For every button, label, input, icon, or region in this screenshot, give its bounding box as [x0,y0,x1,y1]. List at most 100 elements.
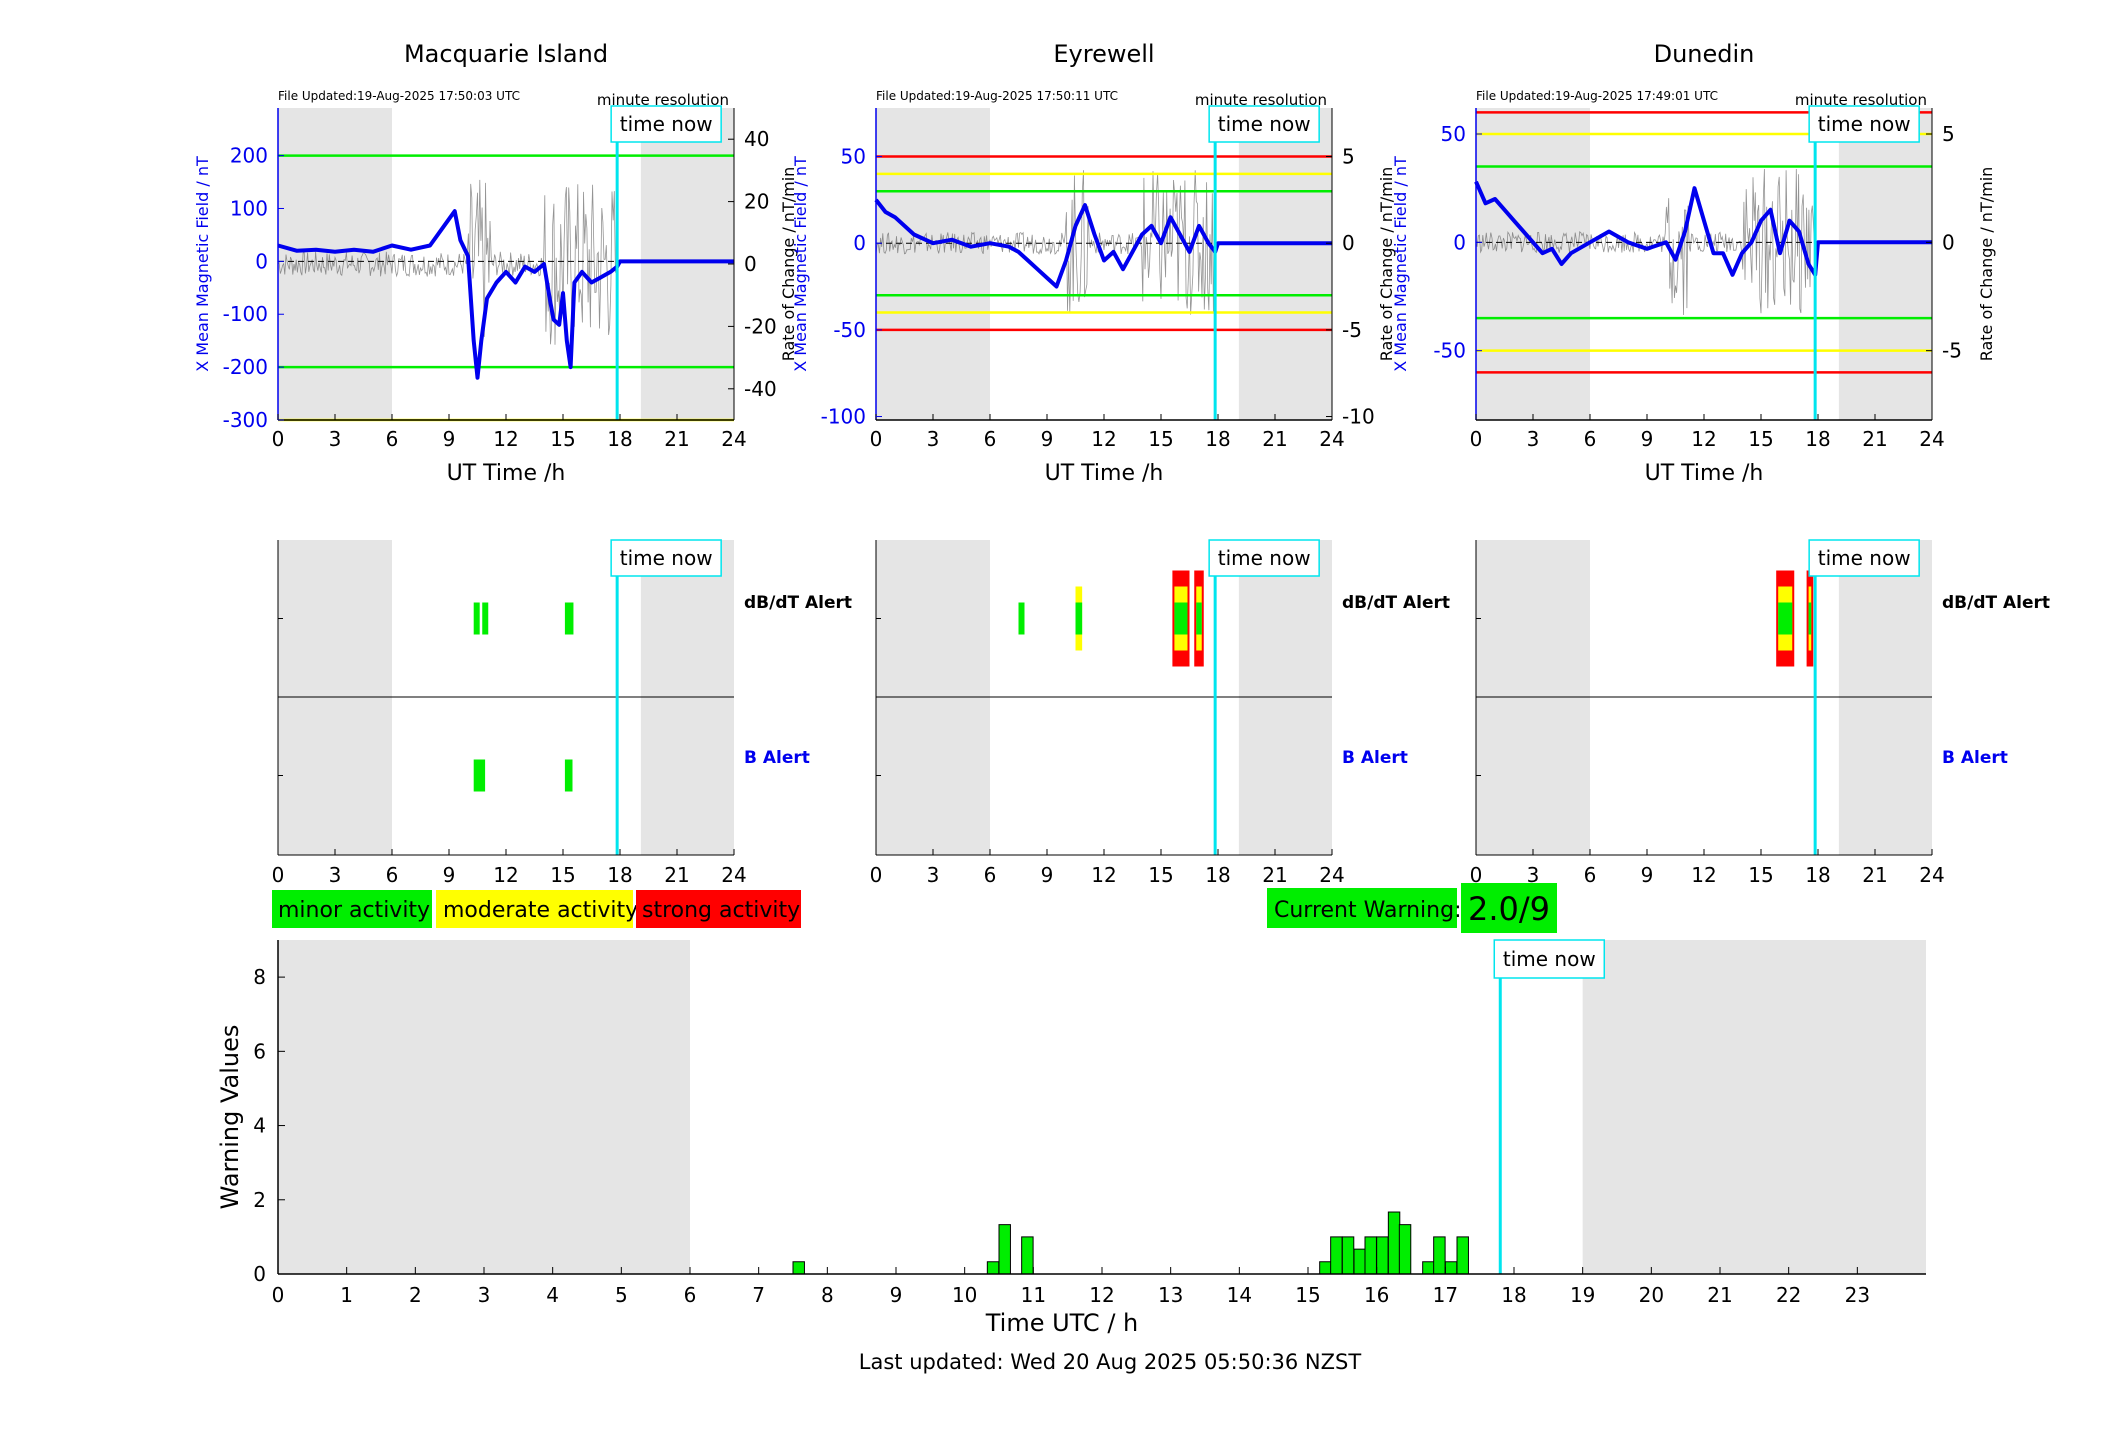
x-tick-label: 6 [386,427,399,451]
x-tick-label: 11 [1021,1283,1046,1307]
x-tick-label: 9 [1041,863,1054,887]
x-tick-label: 0 [870,427,883,451]
warning-bar [792,1261,805,1275]
warning-bar [1444,1261,1458,1275]
x-tick-label: 0 [1470,427,1483,451]
station-alert-panels: time now 0 3 6 9 12 15 18 21 24 dB/dT Alert B Alert… [272,539,2050,887]
dbdt-alert-block [1808,602,1812,635]
y-tick-label: 0 [253,1262,266,1286]
warning-bar [1433,1236,1446,1275]
night-shade [1238,108,1332,420]
x-tick-label: 15 [1148,427,1173,451]
y-tick-label-left: 50 [841,145,866,169]
x-tick-label: 15 [1148,863,1173,887]
x-tick-label: 3 [1527,863,1540,887]
last-updated: Last updated: Wed 20 Aug 2025 05:50:36 N… [859,1350,1362,1374]
y-tick-label: 4 [253,1114,266,1138]
warning-bar [1456,1236,1469,1275]
x-axis-label: UT Time /h [1645,461,1764,486]
current-warning: Current Warning: 2.0/9 [1267,883,1557,933]
time-now-label: time now [1218,546,1311,570]
x-tick-label: 0 [272,863,285,887]
current-warning-label-box [1267,888,1457,928]
x-tick-label: 0 [272,1283,285,1307]
x-tick-label: 3 [927,863,940,887]
x-tick-label: 16 [1364,1283,1389,1307]
y-tick-label-left: -50 [1433,339,1466,363]
y-tick-label-left: -200 [223,355,268,379]
x-tick-label: 4 [546,1283,559,1307]
file-updated: File Updated:19-Aug-2025 17:50:03 UTC [278,89,520,103]
magnetic-field-line [874,198,1332,289]
y-tick-label: 8 [253,965,266,989]
alert-panel: time now 0 3 6 9 12 15 18 21 24 dB/dT Alert B Alert [1470,539,2050,887]
current-warning-value-box [1461,883,1557,933]
y-tick-label-left: 0 [853,231,866,255]
y-tick-label-left: 50 [1441,122,1466,146]
x-tick-label: 19 [1570,1283,1595,1307]
x-tick-label: 6 [984,427,997,451]
x-tick-label: 24 [1919,427,1944,451]
time-now-label: time now [1503,947,1596,971]
dbdt-alert-block [482,602,489,635]
dbdt-alert-block [1196,602,1202,635]
time-now-box [1493,939,1606,979]
y-tick-label-right: 0 [744,252,757,276]
legend-moderate-swatch [436,890,633,928]
time-now-box [610,539,722,577]
warning-bar [1387,1211,1401,1275]
current-warning-value: 2.0/9 [1468,890,1550,928]
x-tick-label: 18 [607,427,632,451]
y-tick-label-right: -10 [1342,405,1375,429]
x-tick-label: 20 [1639,1283,1664,1307]
y-axis-label-right: Rate of Change / nT/min [1377,167,1396,362]
minute-resolution-label: minute resolution [1795,91,1927,109]
minute-resolution-label: minute resolution [1195,91,1327,109]
legend-strong-label: strong activity [642,898,800,923]
x-tick-label: 9 [1641,427,1654,451]
file-updated: File Updated:19-Aug-2025 17:50:11 UTC [876,89,1118,103]
magnetic-field-line [1474,180,1932,277]
activity-legend: minor activity moderate activity strong … [272,890,801,928]
y-axis-label: Warning Values [216,1025,244,1210]
x-tick-label: 1 [340,1283,353,1307]
y-axis-label-left: X Mean Magnetic Field / nT [1391,156,1410,372]
legend-strong-swatch [636,890,801,928]
x-tick-label: 17 [1433,1283,1458,1307]
rate-of-change-trace [277,179,617,345]
x-tick-label: 12 [493,863,518,887]
warning-bar [1364,1236,1377,1275]
x-axis-label: Time UTC / h [985,1309,1139,1337]
x-tick-label: 5 [615,1283,628,1307]
time-now-box [1808,105,1920,143]
x-tick-label: 8 [821,1283,834,1307]
station-title: Dunedin [1654,40,1755,68]
x-tick-label: 21 [1262,427,1287,451]
y-tick-label-left: -100 [821,405,866,429]
x-tick-label: 15 [550,863,575,887]
x-tick-label: 21 [664,427,689,451]
warning-bar [1398,1224,1412,1275]
warning-bar [1330,1236,1343,1275]
x-tick-label: 15 [1295,1283,1320,1307]
x-tick-label: 21 [1707,1283,1732,1307]
time-now-label: time now [1818,112,1911,136]
y-tick-label-left: 100 [230,196,268,220]
night-shade [876,108,990,420]
x-tick-label: 21 [1862,427,1887,451]
dbdt-alert-block [1018,602,1025,635]
x-tick-label: 12 [1091,863,1116,887]
minute-resolution-label: minute resolution [597,91,729,109]
x-tick-label: 18 [1205,427,1230,451]
y-tick-label-left: 200 [230,144,268,168]
x-tick-label: 21 [1262,863,1287,887]
y-tick-label-right: -40 [744,377,777,401]
y-axis-label-right: Rate of Change / nT/min [779,167,798,362]
dbdt-alert-label: dB/dT Alert [1942,593,2050,613]
x-tick-label: 21 [664,863,689,887]
b-alert-label: B Alert [1942,748,2008,768]
x-tick-label: 0 [870,863,883,887]
warning-bar [1341,1236,1355,1275]
dbdt-alert-label: dB/dT Alert [1342,593,1450,613]
